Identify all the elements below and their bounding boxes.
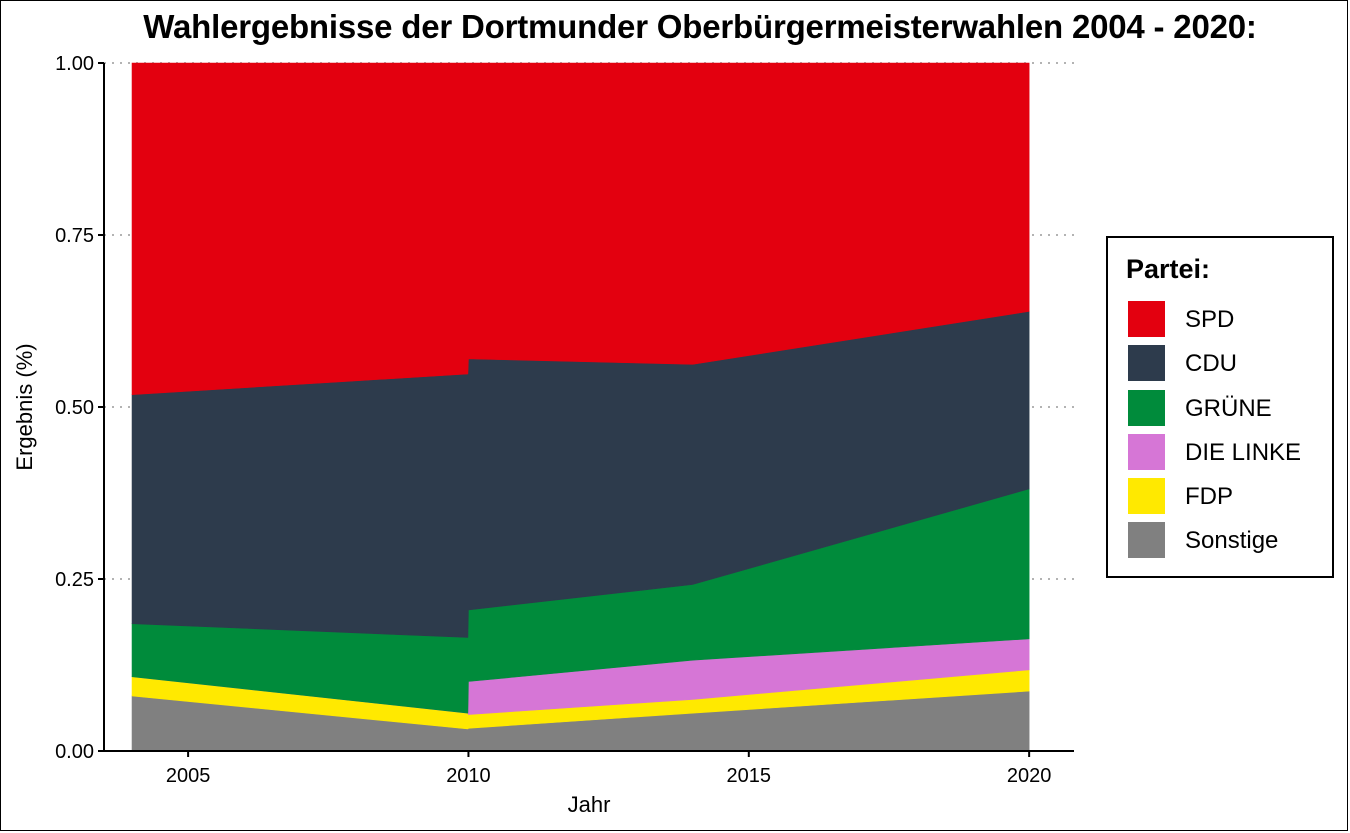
legend-swatch-die-linke [1128,434,1165,470]
legend-swatch-fdp [1128,478,1165,514]
legend-label-spd: SPD [1185,306,1235,333]
legend-label-gruene: GRÜNE [1185,395,1272,422]
legend-item-cdu: CDU [1128,345,1328,381]
y-tick-label: 0.75 [55,225,94,247]
y-tick-label: 1.00 [55,53,94,75]
legend-label-sonstige: Sonstige [1185,527,1279,554]
legend-swatch-cdu [1128,345,1165,381]
y-tick-label: 0.00 [55,741,94,763]
legend-item-sonstige: Sonstige [1128,522,1328,558]
legend-label-cdu: CDU [1185,350,1237,377]
chart-title: Wahlergebnisse der Dortmunder Oberbürger… [143,8,1257,45]
area-spd [131,62,1030,395]
x-axis-title: Jahr [568,792,611,817]
legend-swatch-spd [1128,301,1165,337]
y-axis-title: Ergebnis (%) [12,343,37,470]
x-tick-label: 2010 [446,765,491,787]
x-tick-label: 2005 [166,765,211,787]
x-tick-label: 2015 [727,765,772,787]
legend-swatch-gruene [1128,390,1165,426]
legend-label-die-linke: DIE LINKE [1185,439,1302,466]
x-tick-label: 2020 [1007,765,1052,787]
legend-item-die-linke: DIE LINKE [1128,434,1328,470]
legend-item-gruene: GRÜNE [1128,390,1328,426]
y-tick-label: 0.25 [55,569,94,591]
legend-swatch-sonstige [1128,522,1165,558]
legend: Partei: SPD CDU GRÜNE DIE LINKE FDP Sons… [1106,236,1334,578]
y-tick-label: 0.50 [55,397,94,419]
legend-title: Partei: [1126,254,1211,284]
legend-item-spd: SPD [1128,301,1328,337]
legend-item-fdp: FDP [1128,478,1328,514]
legend-label-fdp: FDP [1185,483,1233,510]
